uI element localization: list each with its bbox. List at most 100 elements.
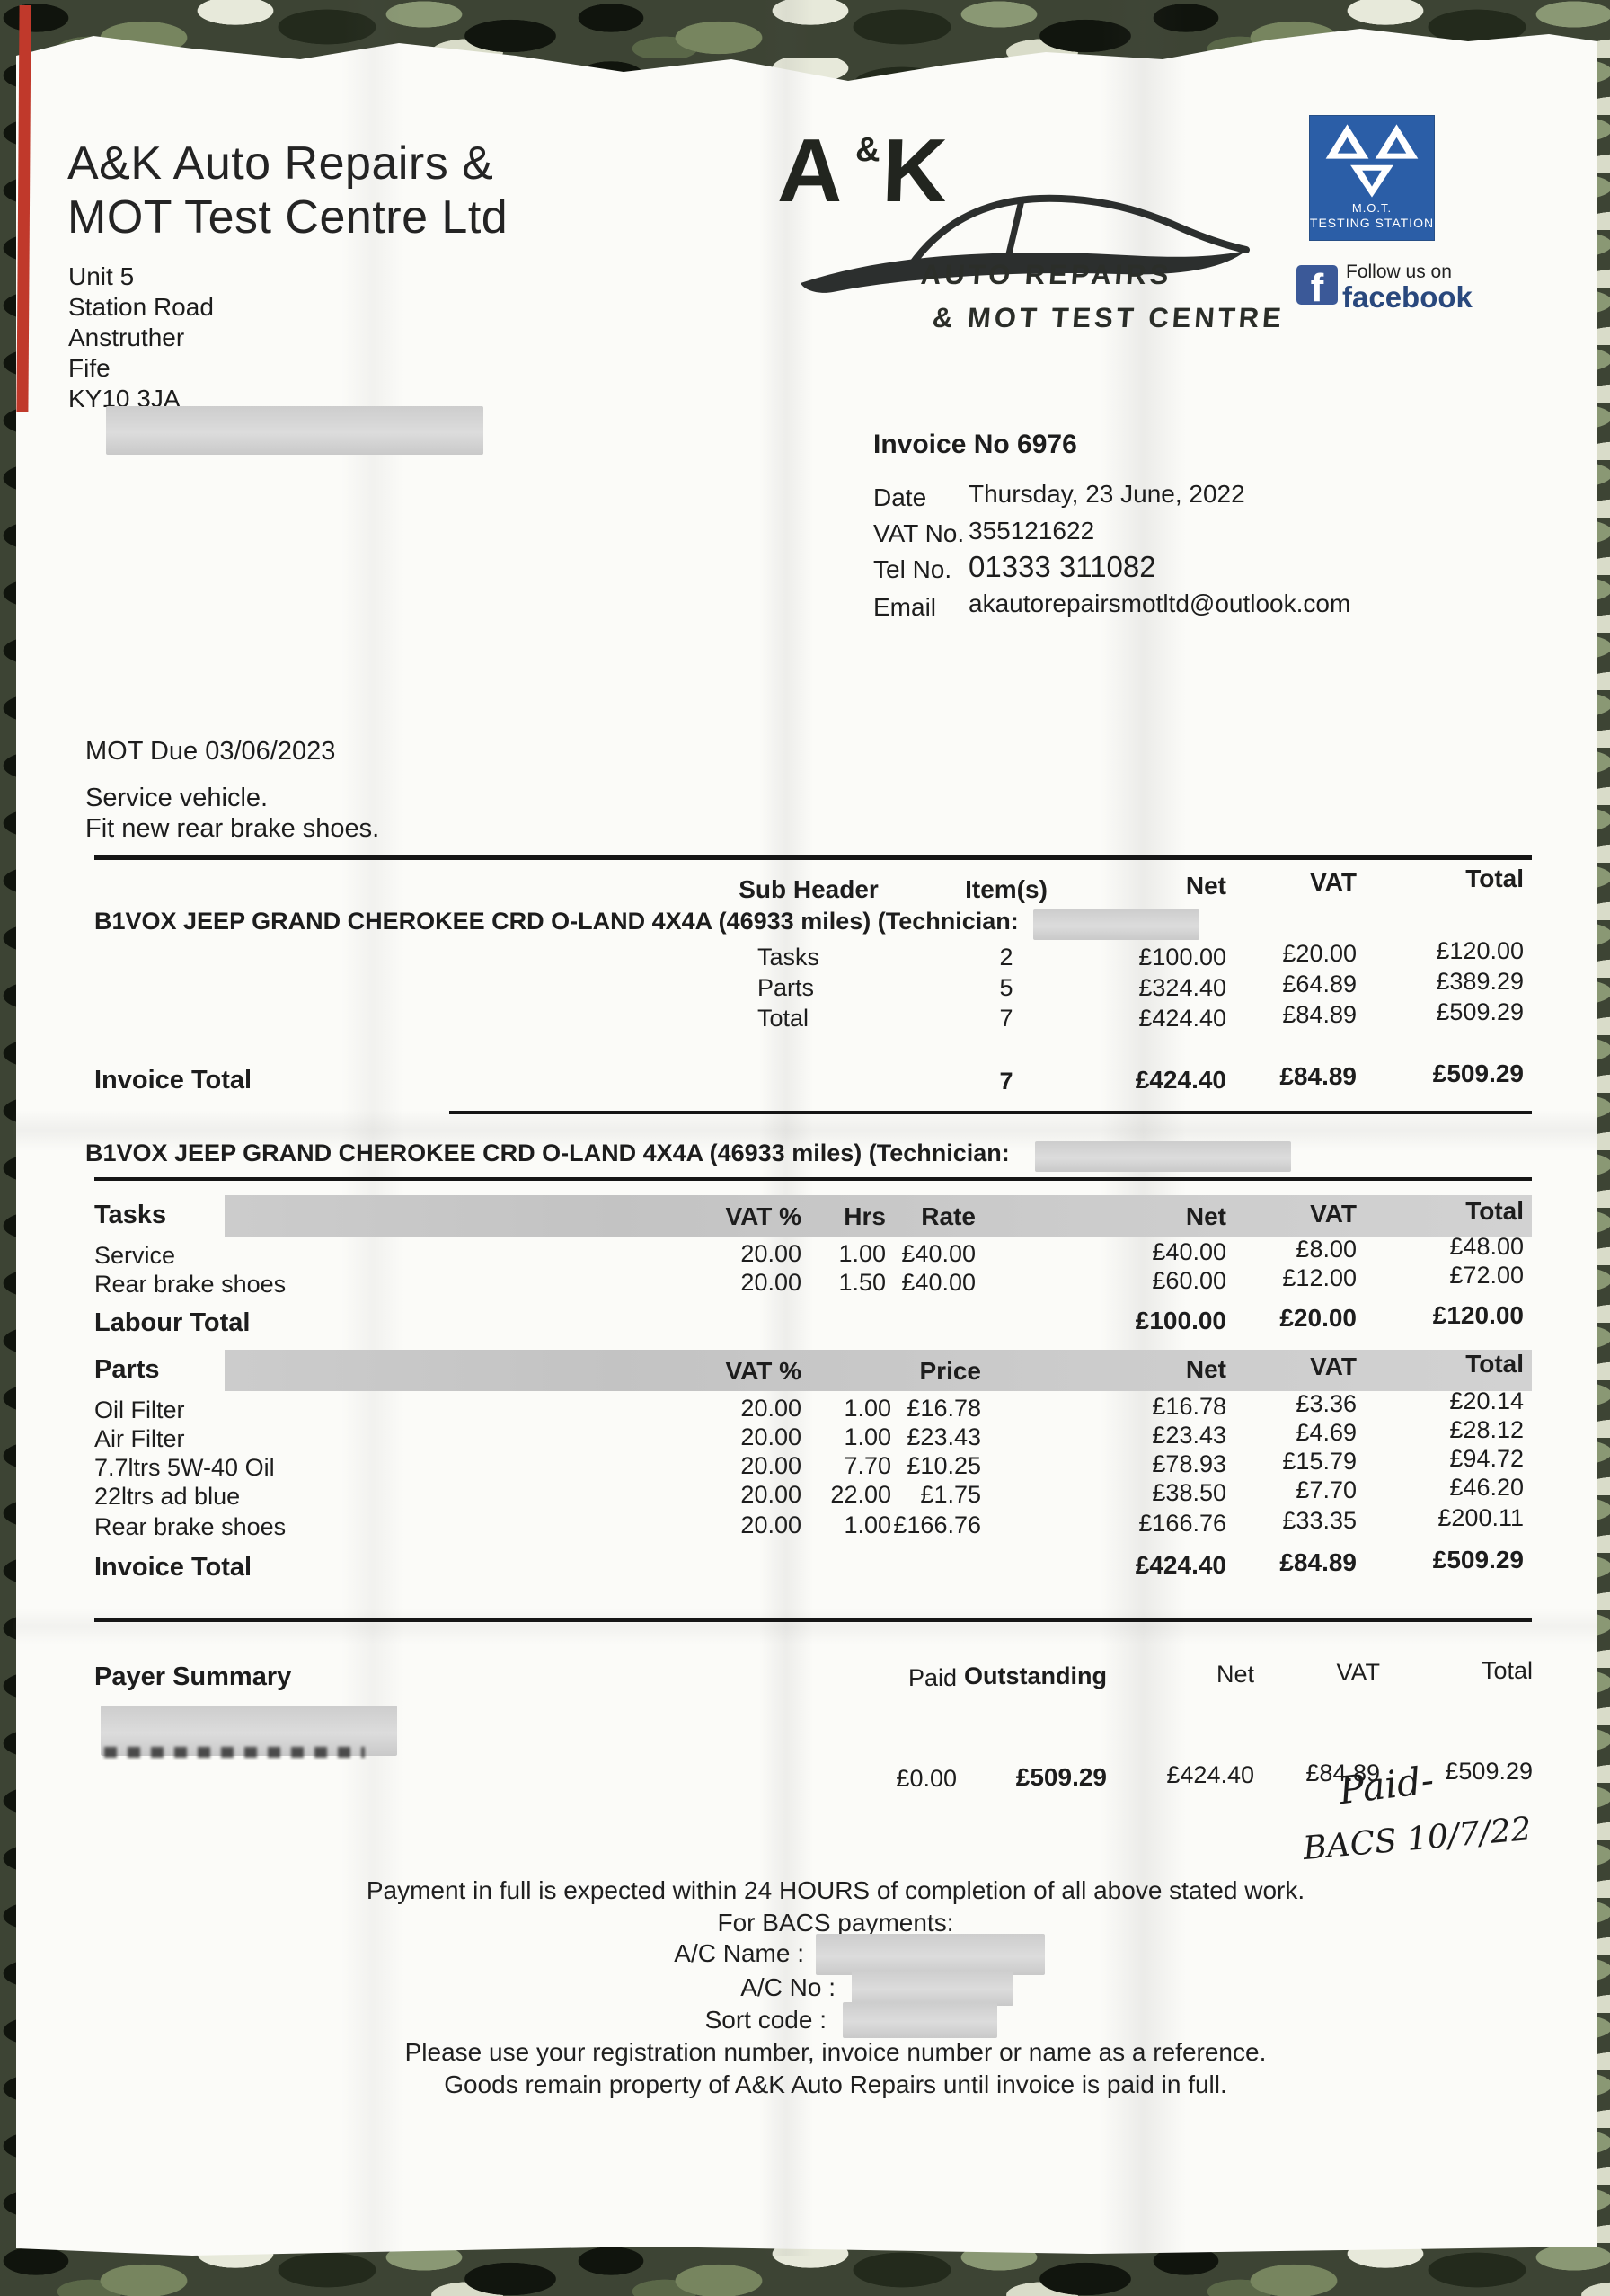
summary-row-total: £389.29: [1436, 968, 1524, 995]
labour-total-label: Labour Total: [94, 1308, 251, 1337]
summary-row-items: 2: [999, 944, 1013, 971]
part-vat: £7.70: [1296, 1476, 1357, 1503]
company-address-line: Anstruther: [68, 324, 185, 351]
part-qty: 22.00: [830, 1481, 891, 1508]
summary-col-subheader: Sub Header: [739, 875, 879, 903]
summary-row-items: 7: [999, 1005, 1013, 1032]
invoice-total-net: £424.40: [1135, 1066, 1226, 1094]
task-net: £40.00: [1152, 1238, 1226, 1265]
parts-col-price: Price: [919, 1357, 982, 1385]
part-vat: £33.35: [1282, 1507, 1357, 1534]
parts-title: Parts: [94, 1355, 160, 1384]
payer-col-net: Net: [1216, 1661, 1254, 1688]
payer-col-outstanding: Outstanding: [964, 1662, 1107, 1689]
part-qty: 7.70: [844, 1452, 891, 1479]
parts-col-vat: VAT: [1310, 1352, 1357, 1380]
part-qty: 1.00: [844, 1511, 891, 1538]
labour-total-net: £100.00: [1135, 1307, 1226, 1334]
summary-row-label: Parts: [757, 974, 815, 1001]
summary-row-net: £324.40: [1138, 974, 1226, 1001]
labour-total-vat: £20.00: [1279, 1304, 1357, 1332]
part-total: £46.20: [1449, 1474, 1524, 1501]
payer-outstanding-value: £509.29: [1015, 1763, 1107, 1791]
vehicle-header-1: B1VOX JEEP GRAND CHEROKEE CRD O-LAND 4X4…: [94, 908, 1019, 935]
parts-header-band: [225, 1350, 1532, 1391]
facebook-brand-text: facebook: [1342, 280, 1473, 314]
ac-name-label: A/C Name :: [674, 1939, 804, 1967]
summary-row-vat: £20.00: [1282, 940, 1357, 967]
part-total: £200.11: [1438, 1504, 1524, 1531]
part-vatpct: 20.00: [740, 1481, 801, 1508]
part-qty: 1.00: [844, 1395, 891, 1422]
divider: [94, 1177, 1532, 1181]
car-silhouette-icon: [801, 194, 1250, 293]
part-vat: £4.69: [1296, 1419, 1357, 1446]
footer-property-note: Goods remain property of A&K Auto Repair…: [444, 2070, 1227, 2098]
part-name: 22ltrs ad blue: [94, 1483, 241, 1510]
redaction-bar-ac-name: [816, 1934, 1045, 1975]
part-net: £78.93: [1152, 1450, 1226, 1477]
summary-row-total: £509.29: [1436, 998, 1524, 1025]
part-price: £1.75: [920, 1481, 981, 1508]
part-price: £23.43: [907, 1423, 981, 1450]
vehicle-header-2: B1VOX JEEP GRAND CHEROKEE CRD O-LAND 4X4…: [85, 1139, 1010, 1166]
tasks-col-rate: Rate: [921, 1202, 976, 1230]
part-name: 7.7ltrs 5W-40 Oil: [94, 1454, 275, 1481]
part-qty: 1.00: [844, 1423, 891, 1450]
logo-tagline-2: & MOT TEST CENTRE: [931, 302, 1287, 333]
invoice-total-2-total: £509.29: [1432, 1546, 1524, 1574]
task-rate: £40.00: [901, 1269, 976, 1296]
footer-reference-note: Please use your registration number, inv…: [404, 2038, 1267, 2066]
summary-row-total: £120.00: [1436, 937, 1524, 964]
date-label: Date: [873, 483, 927, 511]
tasks-col-net: Net: [1185, 1202, 1226, 1230]
part-vat: £3.36: [1296, 1390, 1357, 1417]
task-vat: £12.00: [1282, 1264, 1357, 1291]
mot-badge-line2: TESTING STATION: [1309, 215, 1435, 230]
tasks-header-band: [225, 1195, 1532, 1237]
payer-paid-value: £0.00: [896, 1765, 957, 1792]
invoice-total-total: £509.29: [1432, 1059, 1524, 1087]
part-vatpct: 20.00: [740, 1423, 801, 1450]
part-price: £166.76: [893, 1511, 981, 1538]
work-note-2: Fit new rear brake shoes.: [85, 814, 380, 843]
tasks-col-vat: VAT: [1310, 1200, 1357, 1228]
mot-due-note: MOT Due 03/06/2023: [85, 737, 336, 766]
task-name: Service: [94, 1242, 176, 1269]
part-net: £166.76: [1138, 1510, 1226, 1537]
summary-row-vat: £84.89: [1282, 1001, 1357, 1028]
parts-col-total: Total: [1465, 1350, 1524, 1378]
tel-label: Tel No.: [873, 555, 952, 583]
redaction-bar-technician: [1035, 1141, 1291, 1172]
mot-triangles-icon: [1325, 124, 1419, 198]
payer-col-paid: Paid: [907, 1664, 957, 1691]
invoice-number: Invoice No 6976: [873, 430, 1077, 459]
task-rate: £40.00: [901, 1240, 976, 1267]
part-name: Oil Filter: [94, 1396, 185, 1423]
invoice-total-items: 7: [999, 1068, 1013, 1095]
part-vatpct: 20.00: [740, 1395, 801, 1422]
part-vatpct: 20.00: [740, 1511, 801, 1538]
email-value: akautorepairsmotltd@outlook.com: [969, 590, 1351, 617]
facebook-follow-text: Follow us on: [1346, 262, 1452, 282]
partially-hidden-payer-name: [104, 1747, 365, 1758]
summary-row-vat: £64.89: [1282, 971, 1357, 997]
tel-value: 01333 311082: [969, 550, 1156, 583]
company-name-line1: A&K Auto Repairs &: [67, 137, 494, 190]
tasks-title: Tasks: [94, 1201, 167, 1229]
tasks-col-total: Total: [1465, 1197, 1524, 1225]
part-net: £23.43: [1152, 1422, 1226, 1449]
tasks-col-vatpct: VAT %: [725, 1202, 801, 1230]
vat-no-value: 355121622: [969, 517, 1095, 545]
payer-vat-value: £84.89: [1305, 1760, 1380, 1786]
payer-col-total: Total: [1481, 1657, 1533, 1684]
task-vat: £8.00: [1296, 1236, 1357, 1263]
summary-col-items: Item(s): [965, 875, 1048, 903]
payer-col-vat: VAT: [1336, 1659, 1380, 1686]
paper-sheet: [16, 29, 1597, 2256]
payer-net-value: £424.40: [1166, 1761, 1254, 1788]
redaction-bar-sort-code: [843, 2002, 997, 2038]
invoice-total-2-label: Invoice Total: [94, 1553, 252, 1582]
divider: [449, 1111, 1532, 1114]
summary-col-total: Total: [1465, 864, 1524, 892]
